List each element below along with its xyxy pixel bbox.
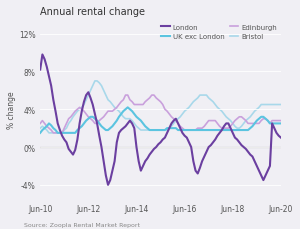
Text: Annual rental change: Annual rental change <box>40 7 145 17</box>
Y-axis label: % change: % change <box>7 91 16 128</box>
Text: Source: Zoopla Rental Market Report: Source: Zoopla Rental Market Report <box>24 222 140 227</box>
Legend: London, UK exc London, Edinburgh, Bristol: London, UK exc London, Edinburgh, Bristo… <box>159 22 280 43</box>
